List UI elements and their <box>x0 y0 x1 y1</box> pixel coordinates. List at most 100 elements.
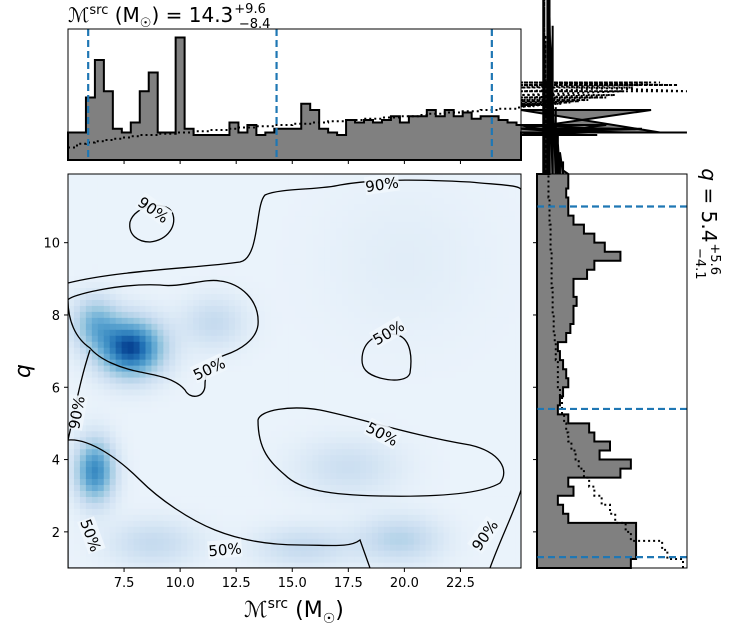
heatmap-cell <box>431 233 439 241</box>
heatmap-cell <box>485 299 492 306</box>
heatmap-cell <box>509 544 516 551</box>
heatmap-cell <box>437 406 445 414</box>
heatmap-cell <box>199 496 206 503</box>
heatmap-cell <box>288 412 296 420</box>
heatmap-cell <box>455 412 462 420</box>
heatmap-cell <box>246 382 254 390</box>
heatmap-cell <box>348 400 355 408</box>
heatmap-cell <box>211 209 218 217</box>
heatmap-cell <box>240 526 248 533</box>
heatmap-cell <box>133 544 141 551</box>
heatmap-cell <box>419 293 427 300</box>
heatmap-cell <box>491 215 498 223</box>
heatmap-cell <box>497 227 504 235</box>
heatmap-cell <box>306 418 313 426</box>
heatmap-cell <box>187 472 194 480</box>
heatmap-cell <box>360 221 367 229</box>
heatmap-cell <box>181 412 188 420</box>
heatmap-cell <box>211 376 218 384</box>
heatmap-cell <box>342 532 349 539</box>
heatmap-cell <box>199 353 206 360</box>
heatmap-cell <box>485 215 492 223</box>
heatmap-cell <box>479 221 486 229</box>
heatmap-cell <box>91 185 99 193</box>
heatmap-cell <box>443 442 451 450</box>
heatmap-cell <box>79 203 87 211</box>
heatmap-cell <box>151 520 159 527</box>
heatmap-cell <box>73 245 81 253</box>
heatmap-cell <box>336 323 343 330</box>
heatmap-cell <box>228 179 236 187</box>
heatmap-cell <box>115 197 123 205</box>
heatmap-cell <box>401 508 409 515</box>
heatmap-cell <box>211 418 218 426</box>
heatmap-cell <box>85 239 93 247</box>
heatmap-cell <box>324 514 331 521</box>
heatmap-cell <box>467 341 474 348</box>
heatmap-cell <box>461 197 468 205</box>
heatmap-cell <box>312 353 319 360</box>
heatmap-cell <box>419 233 427 241</box>
heatmap-cell <box>401 394 409 402</box>
heatmap-cell <box>407 323 415 330</box>
heatmap-cell <box>360 424 367 432</box>
heatmap-cell <box>115 454 123 462</box>
heatmap-cell <box>473 323 480 330</box>
heatmap-cell <box>187 508 194 515</box>
heatmap-cell <box>377 472 385 480</box>
heatmap-cell <box>240 466 248 474</box>
heatmap-cell <box>187 436 194 444</box>
heatmap-cell <box>103 520 111 527</box>
heatmap-cell <box>282 305 290 312</box>
heatmap-cell <box>324 317 331 324</box>
heatmap-cell <box>503 215 510 223</box>
heatmap-cell <box>68 185 75 193</box>
heatmap-cell <box>73 478 81 486</box>
heatmap-cell <box>127 472 135 480</box>
heatmap-cell <box>264 365 272 372</box>
heatmap-cell <box>443 526 451 533</box>
heatmap-cell <box>455 329 462 336</box>
heatmap-cell <box>479 442 486 450</box>
heatmap-cell <box>258 335 266 342</box>
heatmap-cell <box>312 317 319 324</box>
heatmap-cell <box>443 562 451 568</box>
heatmap-cell <box>175 460 182 468</box>
heatmap-cell <box>467 382 474 390</box>
heatmap-cell <box>455 215 462 223</box>
heatmap-cell <box>199 263 206 271</box>
heatmap-cell <box>330 185 337 193</box>
heatmap-cell <box>348 287 355 294</box>
heatmap-cell <box>103 478 111 486</box>
heatmap-cell <box>467 371 474 378</box>
heatmap-cell <box>515 490 521 497</box>
heatmap-cell <box>217 460 224 468</box>
heatmap-cell <box>175 209 182 217</box>
heatmap-cell <box>246 490 254 497</box>
heatmap-cell <box>151 317 159 324</box>
heatmap-cell <box>491 251 498 259</box>
heatmap-cell <box>276 203 284 211</box>
heatmap-cell <box>222 191 230 199</box>
heatmap-cell <box>288 209 296 217</box>
heatmap-cell <box>175 466 182 474</box>
heatmap-cell <box>73 323 81 330</box>
heatmap-cell <box>383 365 391 372</box>
heatmap-cell <box>199 550 206 557</box>
heatmap-cell <box>491 197 498 205</box>
heatmap-cell <box>109 227 117 235</box>
heatmap-cell <box>109 472 117 480</box>
heatmap-cell <box>342 544 349 551</box>
heatmap-cell <box>401 514 409 521</box>
heatmap-cell <box>151 275 159 283</box>
heatmap-cell <box>461 526 468 533</box>
heatmap-cell <box>282 436 290 444</box>
heatmap-cell <box>324 544 331 551</box>
heatmap-cell <box>318 526 325 533</box>
heatmap-cell <box>288 406 296 414</box>
heatmap-cell <box>222 317 230 324</box>
heatmap-cell <box>115 263 123 271</box>
heatmap-cell <box>121 185 129 193</box>
heatmap-cell <box>97 245 105 253</box>
heatmap-cell <box>294 335 302 342</box>
